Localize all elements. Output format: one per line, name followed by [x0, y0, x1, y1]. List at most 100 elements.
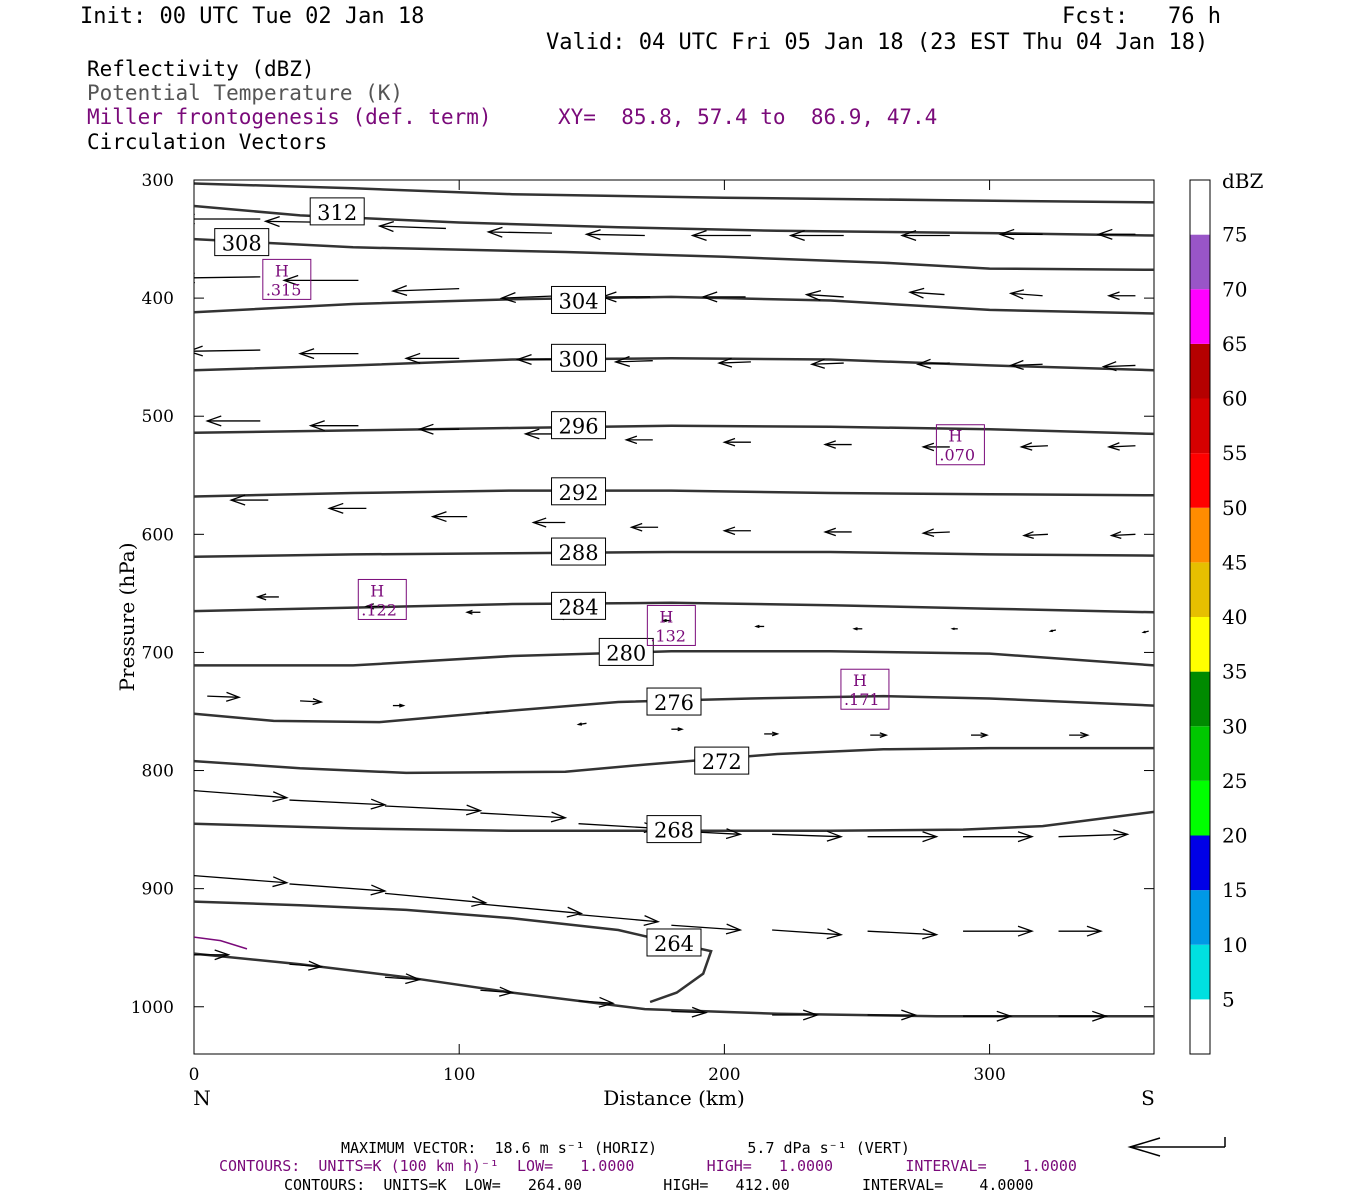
circulation-vector	[300, 697, 324, 706]
circulation-vector	[717, 357, 751, 368]
y-axis-tick-label: 400	[142, 289, 174, 309]
frontogenesis-maximum-box	[262, 258, 312, 300]
frontogenesis-maximum-box	[840, 668, 890, 710]
circulation-vector	[1069, 731, 1090, 739]
circulation-vector	[613, 355, 653, 367]
theta-contour-label-box	[598, 637, 654, 666]
x-axis-tick-label: 200	[708, 1065, 740, 1085]
circulation-vector	[255, 593, 279, 601]
theta-contour-label-box	[646, 928, 702, 957]
colorbar-segment	[1190, 234, 1210, 290]
circulation-vector	[384, 892, 488, 908]
circulation-vector	[1008, 289, 1043, 300]
circulation-vector	[690, 229, 751, 242]
circulation-vector	[1022, 531, 1048, 539]
theta-contour-label: 300	[558, 347, 598, 371]
colorbar-level-label: 75	[1222, 223, 1247, 247]
theta-contour-line	[194, 182, 1154, 204]
y-axis-tick-label: 500	[142, 407, 174, 427]
colorbar-level-label: 30	[1222, 714, 1247, 738]
colorbar-segment	[1190, 890, 1210, 945]
circulation-vector	[194, 875, 289, 888]
circulation-vector	[480, 986, 515, 997]
circulation-vector	[578, 996, 615, 1008]
frontogenesis-maximum-label: H	[370, 581, 384, 600]
circulation-vector	[671, 923, 743, 935]
theta-contour-label: 276	[654, 691, 694, 715]
reference-vector-arrow	[1127, 1137, 1226, 1157]
frontogenesis-maximum-label: H	[659, 607, 673, 626]
theta-contour-line	[194, 650, 1154, 667]
theta-contour-label-box	[646, 687, 702, 716]
theta-contour-label: 280	[606, 641, 646, 665]
colorbar-segment	[1190, 999, 1210, 1054]
theta-contour-label: 312	[317, 201, 357, 225]
circulation-vector	[772, 1009, 820, 1021]
colorbar-segment	[1190, 562, 1210, 617]
circulation-vector	[282, 274, 359, 286]
theta-contour-label-box	[551, 343, 607, 372]
circulation-vector	[229, 494, 269, 506]
theta-contour-label-box	[309, 197, 365, 226]
frontogenesis-contour-note: CONTOURS: UNITS=K (100 km h)⁻¹ LOW= 1.00…	[219, 1157, 1077, 1175]
circulation-vector	[1101, 361, 1136, 372]
circulation-vector	[384, 804, 483, 816]
frontogenesis-maximum-value: .171	[844, 690, 880, 709]
circulation-vector	[584, 229, 645, 241]
circulation-vector	[289, 798, 387, 810]
circulation-vector	[308, 420, 359, 432]
circulation-vector	[754, 624, 765, 629]
y-axis-tick-label: 800	[142, 762, 174, 782]
circulation-vector	[908, 287, 945, 299]
circulation-vector	[870, 732, 889, 738]
circulation-vector	[788, 229, 844, 242]
theta-contour-label-box	[551, 411, 607, 440]
y-axis-tick-label: 600	[142, 525, 174, 545]
circulation-vector	[1058, 1010, 1109, 1022]
theta-contour-label: 292	[558, 481, 598, 505]
colorbar-level-label: 10	[1222, 933, 1247, 957]
x-axis-title: Distance (km)	[603, 1086, 745, 1110]
circulation-vector	[916, 358, 950, 369]
frontogenesis-maximum-value: .070	[939, 446, 975, 465]
colorbar-level-label: 25	[1222, 769, 1247, 793]
circulation-vector	[671, 1006, 708, 1018]
field-potential-temperature: Potential Temperature (K)	[87, 81, 404, 105]
circulation-vector	[289, 960, 324, 971]
theta-contour-line	[194, 900, 713, 1004]
colorbar-segment	[1190, 617, 1210, 672]
frontogenesis-maximum-value: .132	[650, 626, 686, 645]
theta-contour-label-box	[551, 477, 607, 506]
plot-frame	[193, 179, 1155, 1055]
circulation-vector	[390, 285, 460, 297]
frontogenesis-maximum-value: .122	[361, 600, 397, 619]
circulation-vector	[624, 435, 653, 445]
circulation-vector	[921, 528, 950, 538]
circulation-vector	[531, 517, 566, 528]
circulation-vector	[867, 1009, 918, 1021]
colorbar-level-label: 55	[1222, 441, 1247, 465]
circulation-vector	[1058, 925, 1103, 937]
frontogenesis-maximum-label: H	[275, 261, 289, 280]
circulation-vector	[1141, 630, 1149, 634]
theta-contour-label: 304	[558, 289, 598, 313]
circulation-vector	[207, 691, 242, 702]
circulation-vector	[900, 229, 950, 242]
circulation-vector	[764, 731, 780, 737]
theta-contour-line	[194, 952, 1154, 1018]
circulation-vector	[1096, 228, 1136, 240]
colorbar-segment	[1190, 780, 1210, 836]
circulation-vector	[364, 603, 385, 610]
frontogenesis-maximum-label: H	[853, 671, 867, 690]
x-axis-right-end-label: S	[1141, 1086, 1155, 1110]
colorbar-segment	[1190, 453, 1210, 508]
cross-section-endpoints: XY= 85.8, 57.4 to 86.9, 47.4	[558, 105, 938, 129]
y-axis-tick-label: 900	[142, 880, 174, 900]
theta-contour-line	[194, 489, 1154, 498]
circulation-vector	[430, 511, 468, 523]
frontogenesis-maximum-value: .315	[266, 280, 302, 299]
colorbar-level-label: 50	[1222, 496, 1247, 520]
circulation-vector	[1058, 829, 1130, 841]
colorbar-segment	[1190, 398, 1210, 454]
circulation-vector	[194, 272, 261, 284]
